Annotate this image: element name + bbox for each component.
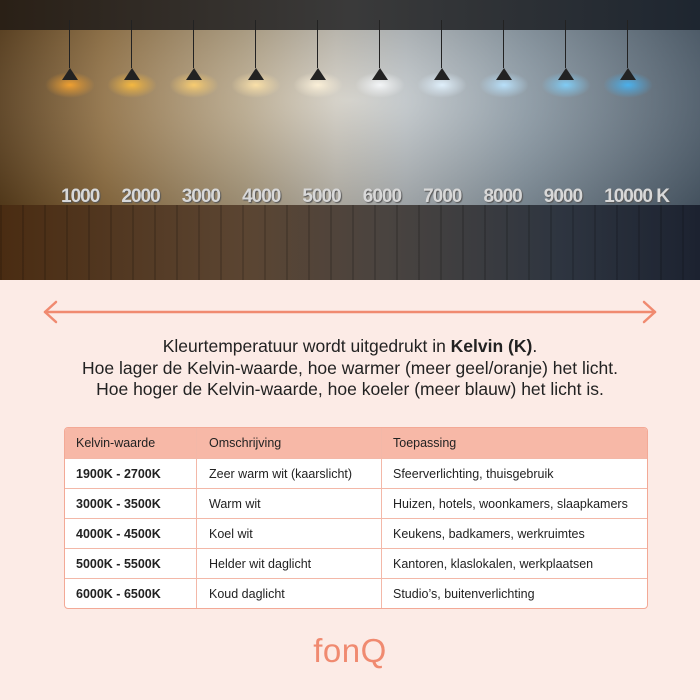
cell-kelvin: 5000K - 5500K [65, 549, 197, 578]
intro-text: Kleurtemperatuur wordt uitgedrukt in Kel… [0, 336, 700, 401]
header-kelvin: Kelvin-waarde [65, 428, 197, 458]
pendant-lamp [417, 20, 467, 98]
cell-application: Sfeerverlichting, thuisgebruik [393, 466, 554, 481]
cell-description: Warm wit [197, 489, 382, 518]
cell-application: Studio’s, buitenverlichting [393, 586, 535, 601]
table-row: 6000K - 6500K Koud daglicht Studio’s, buit… [65, 578, 647, 608]
cell-application: Keukens, badkamers, werkruimtes [393, 526, 585, 541]
scale-label: 2000 [121, 186, 160, 207]
scale-label: 9000 [543, 186, 583, 207]
scale-label: 6000 [362, 186, 402, 207]
header-application: Toepassing [393, 436, 457, 450]
table-header: Kelvin-waarde Omschrijving Toepassing [65, 428, 647, 458]
intro-line-1: Kleurtemperatuur wordt uitgedrukt in Kel… [162, 336, 538, 356]
scale-label: 1000 [61, 186, 100, 207]
pendant-lamp [231, 20, 281, 98]
kelvin-scale: 1000 2000 3000 4000 5000 6000 7000 8000 9000 1000… [0, 186, 700, 208]
table-row: 4000K - 4500K Koel wit Keukens, badkamers,… [65, 518, 647, 548]
cell-description: Koud daglicht [197, 579, 382, 608]
cell-kelvin: 3000K - 3500K [65, 489, 197, 518]
wall [0, 30, 700, 205]
cell-description: Helder wit daglicht [197, 549, 382, 578]
scale-label: 10000 K [604, 186, 670, 207]
cell-description: Koel wit [197, 519, 382, 548]
kelvin-table: Kelvin-waarde Omschrijving Toepassing 19… [64, 427, 648, 609]
cell-application: Kantoren, klaslokalen, werkplaatsen [393, 556, 594, 571]
pendant-lamp [169, 20, 219, 98]
kelvin-emphasis: Kelvin (K) [450, 336, 533, 356]
fonq-logo: fonQ [313, 632, 387, 669]
intro-line-2: Hoe lager de Kelvin-waarde, hoe warmer (… [82, 357, 618, 378]
cell-application: Huizen, hotels, woonkamers, slaapkamers [393, 496, 628, 511]
cell-kelvin: 6000K - 6500K [65, 579, 197, 608]
pendant-lamp [45, 20, 95, 98]
pendant-lamp [603, 20, 653, 98]
pendant-lamp [479, 20, 529, 98]
pendant-lamp [293, 20, 343, 98]
color-temperature-photo: 1000 2000 3000 4000 5000 6000 7000 8000 9000 1000… [0, 0, 700, 280]
double-arrow-icon [43, 300, 657, 324]
scale-label: 8000 [483, 186, 522, 207]
ceiling [0, 0, 700, 30]
scale-label: 7000 [423, 186, 462, 207]
cell-kelvin: 1900K - 2700K [65, 459, 197, 488]
floor [0, 205, 700, 280]
pendant-lamp [107, 20, 157, 98]
table-row: 1900K - 2700K Zeer warm wit (kaarslicht) S… [65, 458, 647, 488]
scale-label: 3000 [181, 186, 221, 207]
pendant-lamp [541, 20, 591, 98]
table-row: 3000K - 3500K Warm wit Huizen, hotels, woo… [65, 488, 647, 518]
pendant-lamp [355, 20, 405, 98]
scale-label: 5000 [302, 186, 341, 207]
intro-line-3: Hoe hoger de Kelvin-waarde, hoe koeler (… [96, 379, 604, 399]
header-description: Omschrijving [197, 428, 382, 458]
scale-label: 4000 [242, 186, 281, 207]
cell-kelvin: 4000K - 4500K [65, 519, 197, 548]
cell-description: Zeer warm wit (kaarslicht) [197, 459, 382, 488]
table-row: 5000K - 5500K Helder wit daglicht Kantoren… [65, 548, 647, 578]
